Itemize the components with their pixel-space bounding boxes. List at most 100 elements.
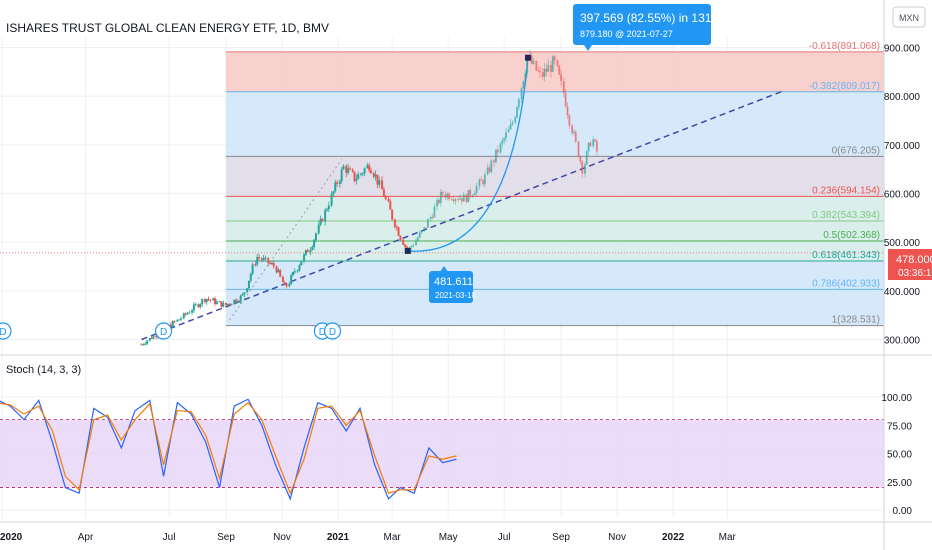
candle-body [254, 264, 257, 266]
candle-body [272, 262, 275, 267]
dividend-marker-label: D [0, 327, 7, 338]
trendline[interactable] [141, 90, 783, 341]
callout-low-price: 481.611 [434, 276, 473, 288]
candle-body [260, 258, 263, 260]
candle-body [441, 191, 444, 195]
candle-body [366, 165, 369, 169]
candle-body [439, 191, 442, 203]
candle-body [558, 65, 561, 75]
fib-level-label: -0.382(809.017) [809, 81, 880, 92]
candle-body [140, 344, 143, 346]
candle-body [317, 224, 320, 234]
candle-body [218, 301, 221, 303]
price-tick-label: 900.000 [884, 44, 921, 55]
candle-body [251, 264, 254, 274]
candle-body [146, 340, 149, 344]
candle-body [423, 227, 426, 231]
callout-low-box[interactable] [429, 271, 473, 303]
currency-badge-frame[interactable] [892, 6, 926, 28]
candle-body [490, 160, 493, 172]
candle-body [270, 262, 273, 264]
arc-projection[interactable] [407, 57, 529, 252]
candle-body [228, 303, 231, 305]
fib-level-label: 0.5(502.368) [823, 230, 880, 241]
candle-body [203, 299, 206, 303]
dividend-marker[interactable] [154, 322, 173, 340]
dividend-marker[interactable] [0, 322, 12, 340]
callout-low-date: 2021-03-18 [435, 291, 476, 300]
candle-body [436, 199, 439, 207]
stoch-band [0, 419, 884, 488]
candle-body [551, 56, 554, 72]
candle-body [418, 232, 421, 238]
candle-body [469, 190, 472, 196]
candle-body [332, 191, 335, 195]
candle-body [319, 218, 322, 225]
callout-top[interactable]: 397.569 (82.55%) in 131d 1h 879.180 @ 20… [573, 4, 735, 51]
trendline-group[interactable] [141, 57, 783, 341]
candle-body [197, 304, 200, 308]
candle-body [538, 71, 541, 73]
dividend-marker-label: D [160, 327, 167, 338]
candle-body [233, 299, 236, 304]
candle-body [264, 257, 267, 259]
candle-body [507, 129, 510, 133]
candle-body [579, 156, 582, 162]
fib-level-label: 0.786(402.933) [812, 278, 880, 289]
candle-body [545, 68, 548, 72]
candle-body [482, 180, 485, 185]
fibonacci-retracement[interactable]: -0.618(891.068) -0.382(809.017) 0(676.205)… [226, 41, 884, 327]
candle-body [277, 269, 280, 273]
candle-body [325, 209, 328, 211]
candle-body [382, 189, 385, 197]
stoch-line-%D[interactable] [0, 401, 457, 495]
candle-body [581, 161, 584, 174]
candle-body [446, 193, 449, 198]
fib-level-label: 0.618(461.343) [812, 250, 880, 261]
price-tick-label: 400.000 [884, 287, 921, 298]
stoch-label[interactable]: Stoch (14, 3, 3) [6, 364, 81, 376]
candle-body [553, 56, 556, 61]
low-anchor-point[interactable] [404, 247, 411, 254]
candle-body [321, 218, 324, 222]
candle-body [199, 304, 202, 308]
candle-body [230, 303, 233, 305]
candle-body [241, 294, 244, 296]
candle-body [429, 217, 432, 220]
candle-body [520, 87, 523, 100]
callout-top-box[interactable] [573, 4, 711, 45]
candle-body [345, 165, 348, 173]
stoch-tick-label: 50.00 [887, 450, 912, 461]
currency-badge-label[interactable]: MXN [899, 13, 919, 23]
candle-body [486, 167, 489, 175]
stoch-tick-label: 25.00 [887, 478, 912, 489]
currency-badge[interactable]: MXN [892, 6, 926, 28]
candle-body [452, 199, 455, 201]
candle-body [483, 174, 486, 185]
candle-body [431, 217, 434, 219]
candle-body [404, 244, 407, 247]
candle-body [222, 302, 225, 307]
dividend-marker[interactable] [323, 322, 342, 340]
dividend-marker-label: D [329, 327, 336, 338]
callout-low[interactable]: 481.611 2021-03-18 [429, 266, 476, 303]
candle-body [347, 168, 350, 173]
time-tick-label: Jul [163, 532, 176, 543]
candle-body [426, 219, 429, 228]
price-tick-label: 600.000 [884, 190, 921, 201]
candle-body [148, 337, 151, 341]
candle-body [176, 319, 179, 322]
candle-body [355, 179, 358, 181]
candle-body [324, 210, 327, 222]
callout-low-pointer [440, 266, 448, 272]
time-tick-label: Mar [719, 532, 737, 543]
stochastic-pane [0, 354, 932, 501]
candle-body [144, 343, 147, 345]
candle-body [493, 160, 496, 163]
candle-body [306, 250, 309, 253]
candle-body [288, 283, 291, 287]
fib-level-label: 0(676.205) [832, 145, 880, 156]
top-anchor-point[interactable] [525, 54, 532, 61]
candle-body [330, 194, 333, 206]
